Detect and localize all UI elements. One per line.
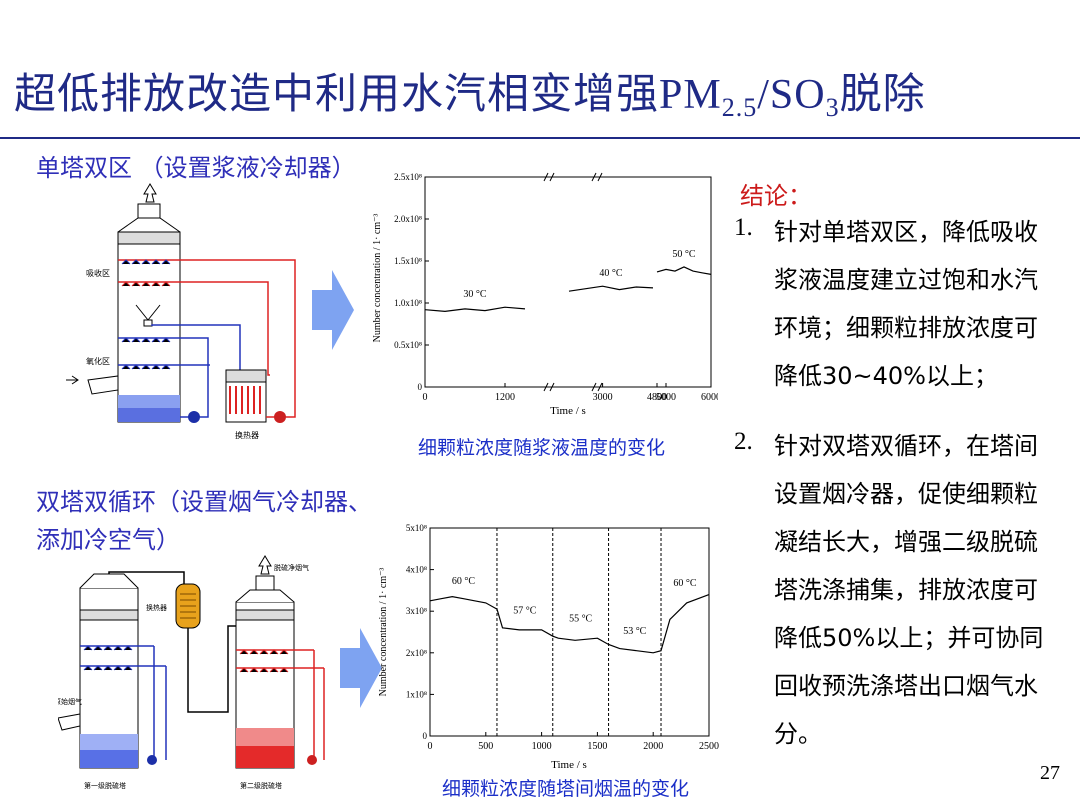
chart1-ylabel: Number concentration / 1· cm⁻³ [372,214,383,343]
chart1-x-tick: 4800 [647,392,667,403]
raw-flue-gas-label: 原始烟气 [58,697,82,706]
chart2-x-tick: 0 [428,741,433,752]
absorb-zone-label: 吸收区 [86,268,110,278]
chart1-xlabel: Time / s [550,405,586,417]
chart2-xlabel: Time / s [551,759,587,771]
oxidation-zone-label: 氧化区 [86,356,110,366]
chart1-series-line [568,285,654,292]
chart2-x-tick: 500 [478,741,493,752]
chart1-y-tick: 0 [418,382,423,392]
chart1-series-line [656,266,712,275]
page-number: 27 [1040,762,1060,784]
chart2-annotation: 60 °C [673,578,696,589]
conclusion-item-number: 2. [734,428,753,455]
chart2-y-tick: 3x10⁸ [406,606,427,616]
chart2-caption: 细颗粒浓度随塔间烟温的变化 [442,778,690,800]
chart2-ylabel: Number concentration / 1· cm⁻³ [378,568,389,697]
slide-title: 超低排放改造中利用水汽相变增强PM2.5/SO3脱除 [14,69,926,122]
conclusion-item-line: 塔洗涤捕集，排放浓度可 [774,576,1038,604]
chart-slurry-temperature: Time / s Number concentration / 1· cm⁻³ … [372,172,718,417]
chart1-x-tick: 3000 [593,392,613,403]
arrow-icon [312,270,354,350]
chart1-x-tick: 6000 [701,392,718,403]
conclusion-item-line: 针对双塔双循环，在塔间 [774,432,1038,460]
chart2-annotation: 53 °C [623,626,646,637]
conclusion-item-line: 分。 [774,720,822,748]
conclusion-item-line: 环境；细颗粒排放浓度可 [774,314,1038,342]
chart2-x-tick: 1000 [532,741,552,752]
chart1-x-tick: 5000 [656,392,676,403]
chart1-x-tick: 1200 [495,392,515,403]
chart1-series-label: 40 °C [599,268,622,279]
conclusion-item-line: 针对单塔双区，降低吸收 [774,218,1038,246]
arrow-icon [340,628,382,708]
chart2-annotation: 57 °C [513,605,536,616]
heat-exchanger-label: 换热器 [235,430,259,440]
chart2-x-tick: 1500 [587,741,607,752]
tower1-label: 第一级脱硫塔 [84,781,126,790]
chart1-series-line [424,306,526,313]
chart2-x-tick: 2000 [643,741,663,752]
chart1-y-tick: 2.0x10⁸ [394,214,422,224]
chart2-y-tick: 4x10⁸ [406,565,427,575]
chart1-x-tick: 0 [423,392,428,403]
chart2-x-tick: 2500 [699,741,719,752]
conclusion-heading: 结论： [740,182,812,210]
section2-heading-line2: 添加冷空气） [36,526,180,554]
cooler-label: 换热器 [146,603,167,612]
section2-heading-line1: 双塔双循环（设置烟气冷却器、 [36,488,372,516]
chart1-caption: 细颗粒浓度随浆液温度的变化 [418,437,666,459]
tower2-label: 第二级脱硫塔 [240,781,282,790]
conclusion-item-line: 凝结长大，增强二级脱硫 [774,528,1038,556]
title-divider [0,137,1080,139]
chart1-y-tick: 0.5x10⁸ [394,340,422,350]
chart2-y-tick: 2x10⁸ [406,648,427,658]
conclusion-item-number: 1. [734,214,753,241]
chart-inter-tower-temperature: Time / s Number concentration / 1· cm⁻³ … [378,523,719,771]
chart1-y-tick: 1.5x10⁸ [394,256,422,266]
chart2-annotation: 55 °C [569,614,592,625]
conclusion-item-line: 降低50%以上；并可协同 [774,624,1044,652]
chart1-y-tick: 2.5x10⁸ [394,172,422,182]
conclusion-item-line: 浆液温度建立过饱和水汽 [774,266,1038,294]
chart2-y-tick: 1x10⁸ [406,689,427,699]
conclusion-item-line: 降低30~40%以上； [774,362,998,390]
section1-heading: 单塔双区 （设置浆液冷却器） [36,154,356,182]
chart1-series-label: 30 °C [463,289,486,300]
conclusion-item-line: 回收预洗涤塔出口烟气水 [774,672,1038,700]
conclusion-item-line: 设置烟冷器，促使细颗粒 [774,480,1038,508]
chart2-annotation: 60 °C [452,576,475,587]
chart2-series-line [429,594,710,654]
single-tower-diagram: 吸收区 氧化区 换热器 [66,183,296,440]
double-tower-diagram: 原始烟气 脱硫净烟气 换热器 第一级脱硫塔 第二级脱硫塔 [58,555,325,790]
chart1-y-tick: 1.0x10⁸ [394,298,422,308]
chart1-series-label: 50 °C [672,249,695,260]
chart2-y-tick: 0 [423,731,428,741]
clean-flue-gas-label: 脱硫净烟气 [274,563,309,572]
chart2-y-tick: 5x10⁸ [406,523,427,533]
